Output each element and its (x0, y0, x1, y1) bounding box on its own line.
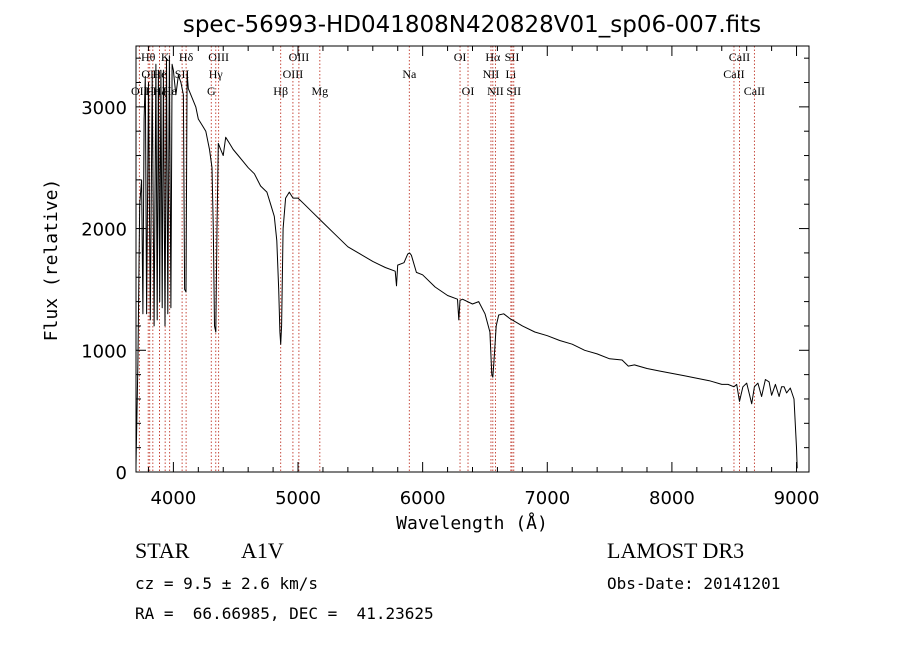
y-tick-label-1: 1000 (81, 341, 127, 362)
line-label-15: OIII (283, 67, 304, 81)
x-tick-label-2: 6000 (400, 488, 446, 509)
y-tick-label-0: 0 (116, 463, 127, 484)
x-tick-label-1: 5000 (275, 488, 321, 509)
plot-axes: 4000 5000 6000 7000 8000 9000 0 1000 2000 3000 (81, 45, 820, 509)
object-class: STAR (135, 538, 190, 563)
y-tick-label-2: 2000 (81, 220, 127, 241)
x-tick-label-0: 4000 (150, 488, 196, 509)
line-label-28: CaII (744, 84, 765, 98)
object-subclass: A1V (241, 538, 284, 563)
coordinates: RA = 66.66985, DEC = 41.23625 (135, 604, 434, 623)
x-tick-label-3: 7000 (524, 488, 570, 509)
line-label-0: OII (131, 84, 148, 98)
line-label-10: OIII (208, 50, 229, 64)
line-label-19: OI (462, 84, 475, 98)
line-label-13: Hβ (273, 84, 288, 98)
line-label-26: CaII (729, 50, 750, 64)
x-axis-label: Wavelength (Å) (396, 512, 548, 534)
x-tick-label-4: 8000 (649, 488, 695, 509)
line-label-25: SII (506, 84, 521, 98)
plot-frame (135, 45, 810, 473)
line-label-24: Li (506, 67, 517, 81)
line-label-12: G (207, 84, 216, 98)
line-label-6: K (161, 50, 170, 64)
line-label-22: NII (487, 84, 504, 98)
survey-name: LAMOST DR3 (607, 538, 745, 563)
observation-date: Obs-Date: 20141201 (607, 574, 781, 593)
line-label-27: CaII (723, 67, 744, 81)
line-label-1: Hθ (141, 50, 156, 64)
line-label-20: Hα (485, 50, 501, 64)
line-label-17: Na (402, 67, 417, 81)
line-label-23: SII (505, 50, 520, 64)
line-label-16: Mg (311, 84, 328, 98)
spectrum-series (135, 55, 798, 469)
redshift-value: cz = 9.5 ± 2.6 km/s (135, 574, 319, 593)
line-label-21: NII (483, 67, 500, 81)
line-label-11: Hγ (209, 67, 224, 81)
chart-title: spec-56993-HD041808N420828V01_sp06-007.f… (183, 12, 761, 38)
y-tick-label-3: 3000 (81, 98, 127, 119)
line-label-9: Hδ (179, 50, 194, 64)
y-axis-label: Flux (relative) (41, 179, 62, 342)
line-label-14: OIII (289, 50, 310, 64)
line-label-18: OI (454, 50, 467, 64)
x-tick-label-5: 9000 (774, 488, 820, 509)
series-flux (135, 55, 798, 469)
